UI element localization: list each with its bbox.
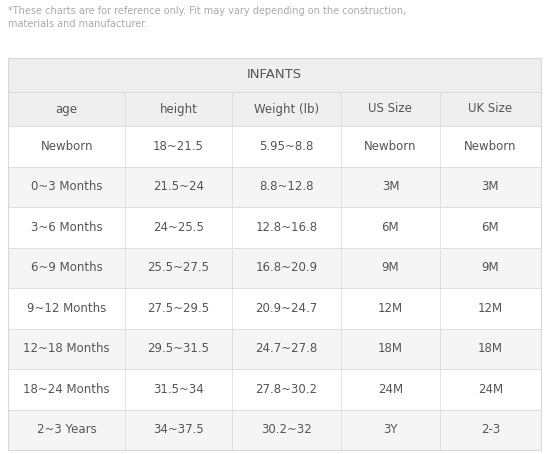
Text: 21.5~24: 21.5~24 [153, 180, 204, 193]
Text: 3Y: 3Y [383, 423, 397, 436]
Text: 24M: 24M [378, 383, 403, 396]
Bar [8, 207, 541, 247]
Bar [8, 410, 541, 450]
Bar [8, 288, 541, 329]
Text: 20.9~24.7: 20.9~24.7 [255, 302, 318, 315]
Bar [8, 369, 541, 410]
Text: 24M: 24M [478, 383, 503, 396]
Text: 12.8~16.8: 12.8~16.8 [255, 221, 317, 234]
Text: 18M: 18M [378, 342, 403, 355]
Text: 16.8~20.9: 16.8~20.9 [255, 261, 317, 274]
Text: 18M: 18M [478, 342, 503, 355]
Text: 3M: 3M [481, 180, 499, 193]
Text: 29.5~31.5: 29.5~31.5 [148, 342, 210, 355]
Text: 27.8~30.2: 27.8~30.2 [255, 383, 317, 396]
Text: Weight (lb): Weight (lb) [254, 103, 319, 115]
Text: 8.8~12.8: 8.8~12.8 [259, 180, 313, 193]
Bar [8, 92, 541, 126]
Bar [8, 126, 541, 167]
Text: 12M: 12M [478, 302, 503, 315]
Text: 12M: 12M [378, 302, 403, 315]
Text: 24.7~27.8: 24.7~27.8 [255, 342, 318, 355]
Text: age: age [55, 103, 77, 115]
Text: Newborn: Newborn [464, 140, 517, 153]
Bar [8, 247, 541, 288]
Text: 3~6 Months: 3~6 Months [31, 221, 103, 234]
Text: 31.5~34: 31.5~34 [153, 383, 204, 396]
Text: 9~12 Months: 9~12 Months [27, 302, 107, 315]
Text: 25.5~27.5: 25.5~27.5 [148, 261, 210, 274]
Text: Newborn: Newborn [41, 140, 93, 153]
Text: 0~3 Months: 0~3 Months [31, 180, 102, 193]
Text: 2-3: 2-3 [481, 423, 500, 436]
Text: 27.5~29.5: 27.5~29.5 [148, 302, 210, 315]
Text: 18~24 Months: 18~24 Months [23, 383, 110, 396]
Text: *These charts are for reference only. Fit may vary depending on the construction: *These charts are for reference only. Fi… [8, 6, 406, 16]
Text: 5.95~8.8: 5.95~8.8 [259, 140, 313, 153]
Text: 30.2~32: 30.2~32 [261, 423, 312, 436]
Bar [8, 58, 541, 450]
Bar [8, 167, 541, 207]
Bar [8, 329, 541, 369]
Text: 3M: 3M [382, 180, 399, 193]
Text: materials and manufacturer.: materials and manufacturer. [8, 19, 147, 29]
Text: UK Size: UK Size [468, 103, 512, 115]
Text: 9M: 9M [481, 261, 499, 274]
Text: 34~37.5: 34~37.5 [153, 423, 204, 436]
Text: 2~3 Years: 2~3 Years [37, 423, 97, 436]
Text: 24~25.5: 24~25.5 [153, 221, 204, 234]
Text: INFANTS: INFANTS [247, 69, 302, 82]
Bar [8, 58, 541, 92]
Text: 6M: 6M [481, 221, 499, 234]
Text: 12~18 Months: 12~18 Months [23, 342, 110, 355]
Text: 9M: 9M [382, 261, 399, 274]
Text: height: height [160, 103, 198, 115]
Text: 18~21.5: 18~21.5 [153, 140, 204, 153]
Text: 6M: 6M [382, 221, 399, 234]
Text: US Size: US Size [368, 103, 412, 115]
Text: Newborn: Newborn [364, 140, 417, 153]
Text: 6~9 Months: 6~9 Months [31, 261, 103, 274]
